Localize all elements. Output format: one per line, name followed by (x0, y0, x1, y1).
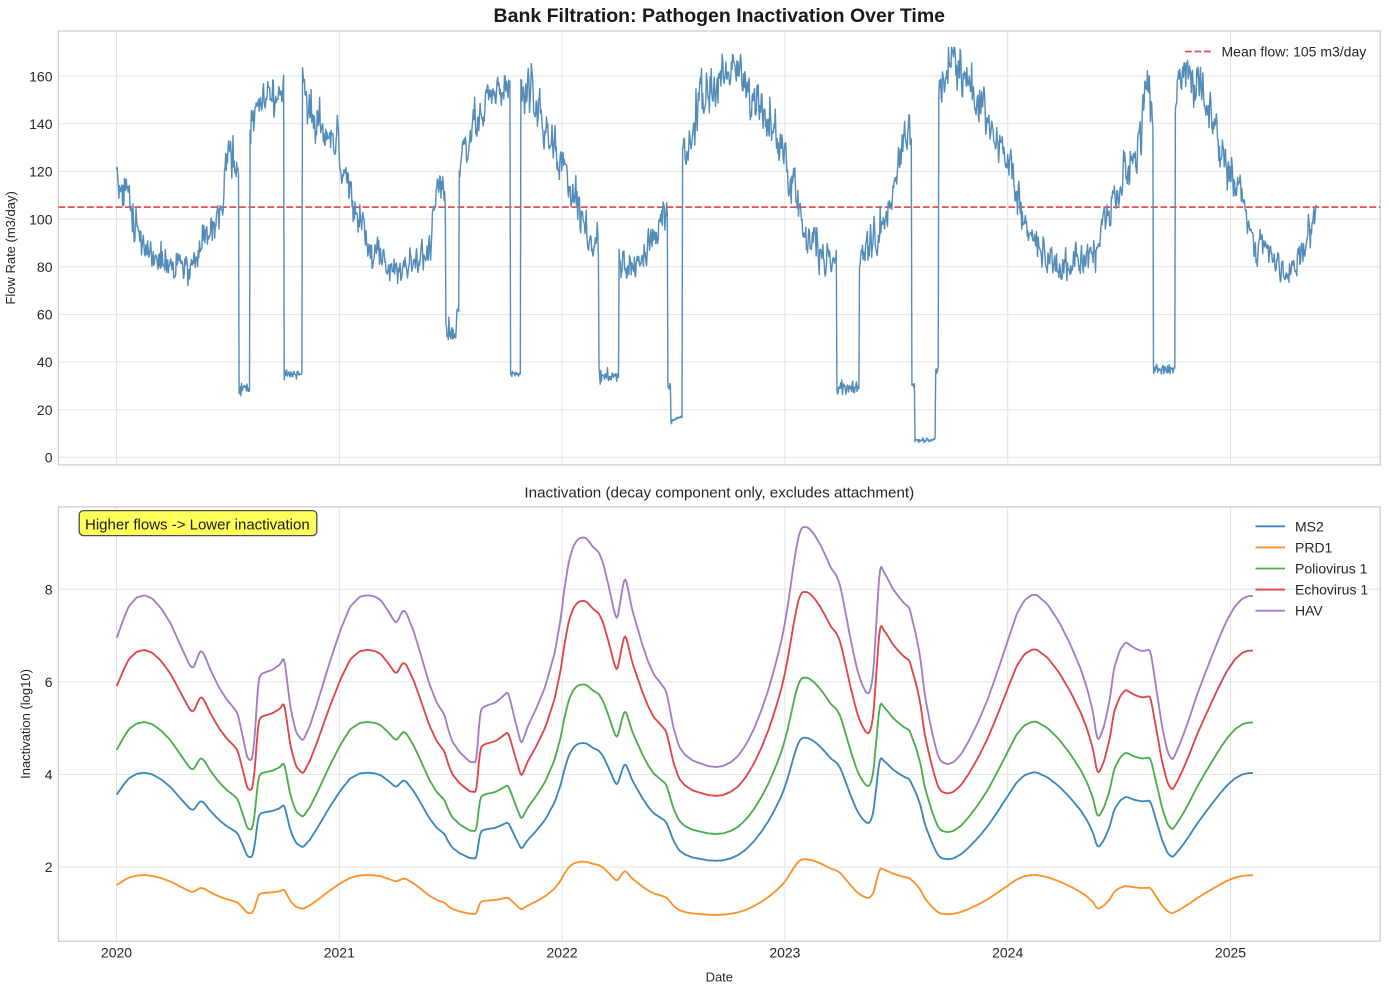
svg-text:40: 40 (37, 354, 53, 370)
svg-text:4: 4 (45, 767, 53, 783)
svg-text:2024: 2024 (992, 945, 1023, 961)
svg-text:160: 160 (29, 68, 53, 84)
svg-text:2022: 2022 (547, 945, 578, 961)
svg-text:MS2: MS2 (1295, 518, 1324, 534)
svg-text:PRD1: PRD1 (1295, 539, 1333, 555)
svg-text:80: 80 (37, 259, 53, 275)
svg-text:Echovirus 1: Echovirus 1 (1295, 582, 1368, 598)
svg-text:20: 20 (37, 402, 53, 418)
svg-text:Date: Date (706, 969, 733, 984)
svg-text:Mean flow: 105 m3/day: Mean flow: 105 m3/day (1222, 43, 1367, 59)
svg-text:0: 0 (45, 450, 53, 466)
svg-text:8: 8 (45, 581, 53, 597)
svg-text:Bank Filtration: Pathogen Inac: Bank Filtration: Pathogen Inactivation O… (494, 5, 946, 27)
svg-text:2023: 2023 (769, 945, 800, 961)
svg-text:Inactivation (log10): Inactivation (log10) (18, 669, 33, 779)
svg-text:Inactivation (decay component: Inactivation (decay component only, excl… (524, 485, 914, 502)
svg-text:100: 100 (29, 211, 53, 227)
svg-text:Poliovirus 1: Poliovirus 1 (1295, 561, 1368, 577)
svg-text:2021: 2021 (324, 945, 355, 961)
svg-text:6: 6 (45, 674, 53, 690)
svg-text:60: 60 (37, 307, 53, 323)
svg-text:140: 140 (29, 116, 53, 132)
svg-text:2020: 2020 (101, 945, 132, 961)
svg-text:HAV: HAV (1295, 603, 1323, 619)
svg-text:2: 2 (45, 859, 53, 875)
svg-text:Flow Rate (m3/day): Flow Rate (m3/day) (3, 191, 18, 304)
svg-text:Higher flows -> Lower inactiva: Higher flows -> Lower inactivation (85, 516, 310, 533)
svg-text:2025: 2025 (1215, 945, 1246, 961)
svg-text:120: 120 (29, 164, 53, 180)
